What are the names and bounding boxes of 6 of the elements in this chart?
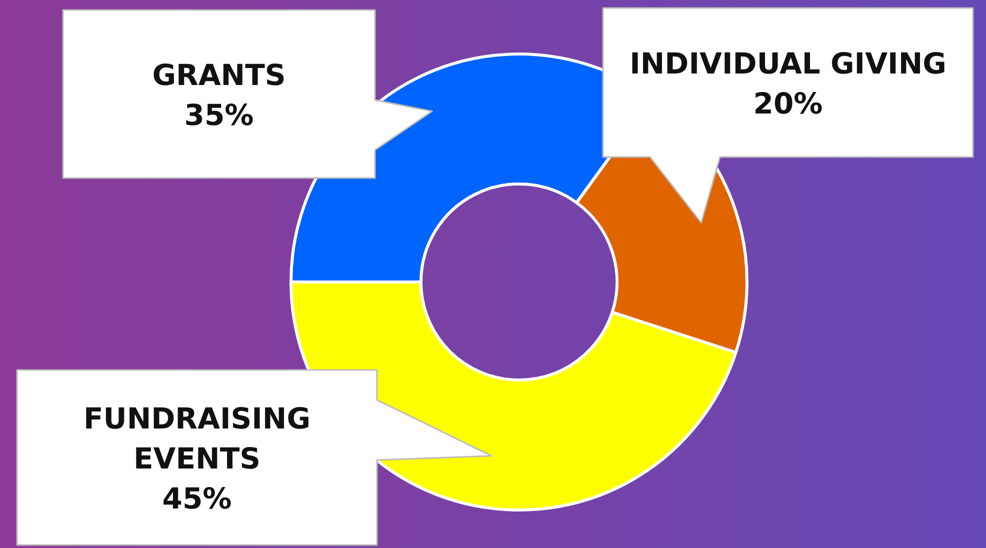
data-label: 20% bbox=[753, 86, 823, 120]
data-label: 45% bbox=[162, 482, 232, 516]
slice-label: FUNDRAISING EVENTS bbox=[83, 402, 311, 476]
slice-label: INDIVIDUAL GIVING bbox=[630, 46, 946, 80]
slice-label: GRANTS bbox=[152, 58, 286, 92]
data-label: 35% bbox=[184, 98, 254, 132]
